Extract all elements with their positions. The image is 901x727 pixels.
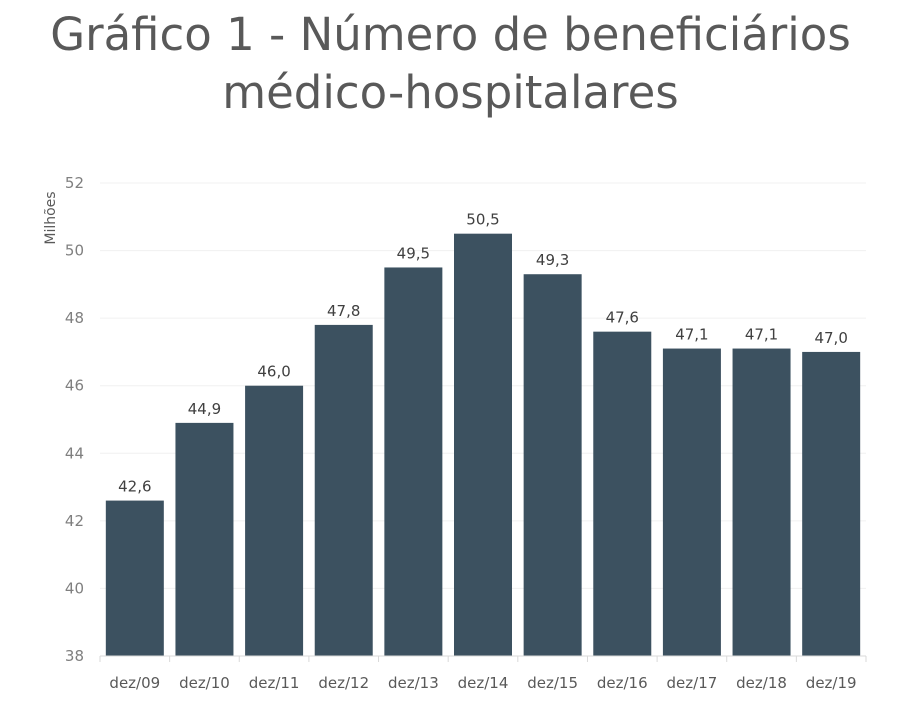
bar bbox=[454, 233, 512, 656]
y-tick-label: 50 bbox=[65, 242, 84, 260]
data-labels: 42,6 44,9 46,0 47,8 49,5 50,5 49,3 47,6 47,1 47,1… bbox=[118, 211, 848, 496]
x-tick-label: dez/19 bbox=[806, 674, 857, 692]
data-label: 44,9 bbox=[188, 400, 221, 418]
data-label: 49,5 bbox=[397, 244, 430, 262]
y-axis-label: Milhões bbox=[43, 191, 59, 244]
x-tick-label: dez/12 bbox=[318, 674, 369, 692]
y-tick-label: 42 bbox=[65, 512, 84, 530]
x-tick-label: dez/17 bbox=[667, 674, 718, 692]
data-label: 42,6 bbox=[118, 478, 151, 496]
chart-title-line-1: Gráfico 1 - Número de beneficiários bbox=[50, 8, 851, 61]
bar bbox=[732, 348, 791, 656]
bar bbox=[384, 267, 443, 656]
bar bbox=[662, 348, 721, 656]
x-axis-ticks bbox=[99, 656, 867, 662]
x-tick-label: dez/15 bbox=[527, 674, 578, 692]
y-tick-label: 48 bbox=[65, 309, 84, 327]
data-label: 49,3 bbox=[536, 251, 569, 269]
bar bbox=[802, 351, 861, 656]
y-tick-label: 52 bbox=[65, 174, 84, 192]
y-tick-label: 38 bbox=[65, 647, 84, 665]
x-tick-label: dez/14 bbox=[458, 674, 509, 692]
data-label: 47,0 bbox=[814, 329, 847, 347]
x-tick-label: dez/09 bbox=[109, 674, 160, 692]
data-label: 47,8 bbox=[327, 302, 360, 320]
chart-title-line-2: médico-hospitalares bbox=[222, 66, 679, 119]
bar bbox=[314, 324, 373, 656]
data-label: 46,0 bbox=[257, 363, 290, 381]
data-label: 47,1 bbox=[745, 326, 778, 344]
x-tick-label: dez/16 bbox=[597, 674, 648, 692]
x-tick-label: dez/11 bbox=[249, 674, 300, 692]
bars bbox=[105, 233, 861, 656]
bar bbox=[245, 385, 304, 656]
x-tick-label: dez/18 bbox=[736, 674, 787, 692]
bar bbox=[175, 422, 234, 656]
chart-title: Gráfico 1 - Número de beneficiários médi… bbox=[0, 6, 901, 122]
y-tick-label: 46 bbox=[65, 377, 84, 395]
bar bbox=[105, 500, 164, 656]
y-axis-ticks: 38 40 42 44 46 48 50 52 bbox=[65, 174, 84, 665]
bar bbox=[523, 274, 582, 656]
y-tick-label: 40 bbox=[65, 579, 84, 597]
data-label: 50,5 bbox=[466, 211, 499, 229]
x-tick-label: dez/13 bbox=[388, 674, 439, 692]
x-tick-label: dez/10 bbox=[179, 674, 230, 692]
bar bbox=[593, 331, 652, 656]
data-label: 47,1 bbox=[675, 326, 708, 344]
x-axis-categories: dez/09 dez/10 dez/11 dez/12 dez/13 dez/14 dez/… bbox=[109, 674, 856, 692]
y-tick-label: 44 bbox=[65, 444, 84, 462]
data-label: 47,6 bbox=[606, 309, 639, 327]
